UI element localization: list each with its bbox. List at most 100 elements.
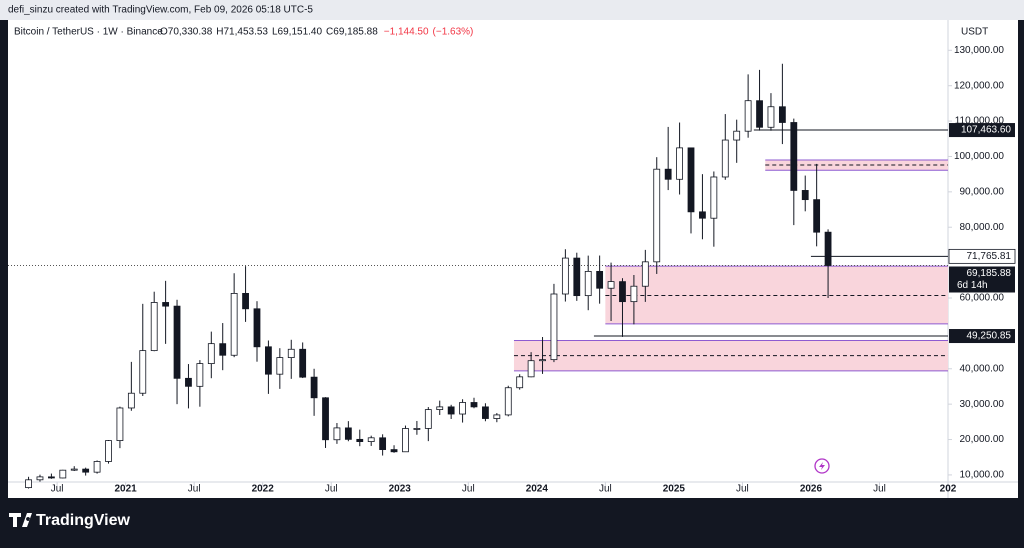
ohlc-value: −1,144.50	[384, 27, 429, 38]
candle-body	[150, 302, 158, 352]
candle-body	[379, 437, 387, 450]
candle-body	[185, 377, 192, 387]
candle-body	[242, 292, 249, 310]
candle-body	[436, 406, 444, 411]
candle-body	[322, 397, 329, 441]
y-tick-label: 10,000.00	[960, 470, 1005, 481]
price-tag	[949, 329, 1015, 344]
candle-body	[253, 308, 261, 348]
chart-title: Bitcoin / TetherUS · 1W · Binance	[14, 27, 163, 38]
candle-body	[390, 449, 398, 453]
y-tick-label: 100,000.00	[954, 151, 1004, 162]
candle-body	[219, 343, 227, 356]
ohlc-value: L69,151.40	[272, 27, 322, 38]
candle-body	[230, 292, 238, 356]
candle-body	[482, 406, 489, 419]
candle-body	[619, 281, 626, 303]
logo	[9, 513, 32, 527]
candle-body	[105, 440, 112, 462]
candle-body	[207, 343, 215, 365]
candle-body	[265, 346, 272, 375]
candle-body	[116, 407, 124, 441]
candle-body	[173, 305, 181, 379]
candle-body	[733, 130, 741, 141]
x-tick-label: 2024	[526, 484, 549, 495]
candle-body	[299, 348, 307, 378]
x-tick-label: Jul	[325, 484, 338, 495]
price-tag	[949, 123, 1015, 138]
x-tick-label: 2025	[663, 484, 686, 495]
candle-body	[790, 122, 798, 191]
candle-body	[824, 231, 832, 266]
candle-body	[607, 281, 615, 289]
candle-body	[539, 359, 546, 362]
candle-body	[459, 402, 466, 415]
ohlc-value: C69,185.88	[326, 27, 378, 38]
candle-body	[287, 348, 295, 358]
x-tick-label: 202	[940, 484, 957, 495]
ohlc-value: O70,330.38	[160, 27, 213, 38]
candle-body	[25, 479, 32, 489]
y-tick-label: 130,000.00	[954, 45, 1004, 56]
credit: defi_sinzu created with TradingView.com,…	[8, 5, 313, 16]
x-tick-label: Jul	[736, 484, 749, 495]
candle-body	[653, 168, 661, 263]
candle-body	[367, 437, 375, 442]
candle-body	[596, 270, 604, 289]
candle-body	[310, 376, 318, 399]
candle-body	[162, 302, 170, 307]
candle-body	[527, 360, 535, 378]
price-tag	[949, 266, 1015, 293]
x-tick-label: Jul	[873, 484, 886, 495]
candle-body	[516, 376, 524, 389]
candle-body	[276, 357, 284, 375]
candle-body	[721, 139, 729, 178]
candle-body	[699, 211, 706, 219]
candle-body	[550, 293, 558, 361]
candle-body	[402, 428, 409, 453]
event-icon[interactable]	[814, 458, 830, 474]
candle-body	[447, 406, 455, 415]
price-tag-label: 71,765.81	[967, 251, 1012, 262]
candle-body	[573, 257, 581, 297]
candle-body	[584, 270, 592, 297]
candle-body	[801, 190, 809, 201]
x-tick-label: 2023	[389, 484, 412, 495]
candle-body	[767, 106, 775, 128]
x-tick-label: 2021	[115, 484, 138, 495]
price-tag-label: 49,250.85	[967, 331, 1012, 342]
candle-body	[470, 402, 478, 408]
x-tick-label: Jul	[462, 484, 475, 495]
x-tick-label: Jul	[51, 484, 64, 495]
candle-body	[82, 468, 90, 473]
candle-body	[413, 428, 421, 430]
candle-body	[139, 350, 147, 394]
zone	[605, 266, 948, 324]
countdown: 6d 14h	[957, 280, 988, 291]
y-tick-label: 40,000.00	[960, 363, 1005, 374]
axes: 10,000.00 20,000.00 30,000.00 40,000.00 60,0…	[51, 45, 1016, 495]
plot	[8, 63, 948, 489]
top-bar	[0, 0, 1024, 20]
candle-body	[356, 438, 364, 442]
candle-body	[710, 176, 718, 219]
x-tick-label: 2022	[252, 484, 275, 495]
x-tick-label: Jul	[188, 484, 201, 495]
brand: TradingView	[36, 512, 131, 529]
price-tag-label: 107,463.60	[961, 125, 1011, 136]
candle-body	[47, 476, 55, 479]
candle-body	[504, 387, 512, 416]
ohlc-value: H71,453.53	[216, 27, 268, 38]
candle-body	[493, 414, 501, 419]
candle-body	[778, 106, 786, 123]
ohlc-value: (−1.63%)	[433, 27, 474, 38]
candle-body	[744, 100, 752, 132]
candle-body	[424, 409, 432, 429]
candle-body	[813, 199, 821, 233]
price-tag	[948, 248, 1016, 264]
candle-body	[344, 427, 352, 440]
price-tag-label: 69,185.88	[967, 268, 1012, 279]
y-tick-label: 110,000.00	[955, 116, 1005, 127]
